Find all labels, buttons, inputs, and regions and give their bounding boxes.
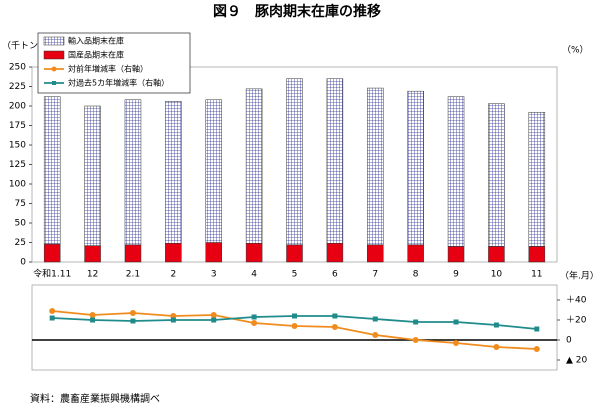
- bar-segment: [488, 103, 505, 247]
- legend-label: 対過去5カ年増減率（右軸）: [68, 78, 169, 88]
- y-tick-label: 125: [9, 160, 26, 170]
- marker: [291, 323, 298, 329]
- x-tick-label: 12: [87, 270, 98, 280]
- x-tick-label: 10: [491, 270, 503, 280]
- y-axis-label: （千トン）: [2, 41, 47, 52]
- y-tick-label: 75: [15, 199, 26, 209]
- marker: [292, 313, 297, 319]
- bar-segment: [205, 242, 222, 263]
- marker: [453, 340, 460, 346]
- bar-segment: [165, 101, 182, 244]
- bar-segment: [43, 96, 61, 245]
- bar-segment: [205, 99, 222, 243]
- marker: [332, 313, 338, 319]
- y2-axis-label: （%）: [562, 45, 589, 56]
- bar-segment: [447, 246, 465, 263]
- y-tick-label: 50: [15, 219, 27, 229]
- y-tick-label: 200: [9, 102, 26, 112]
- bar-segment: [286, 244, 303, 263]
- x-tick-label: 令和1.11: [33, 268, 71, 280]
- chart-title: 図９ 豚肉期末在庫の推移: [213, 3, 381, 20]
- bar-segment: [326, 78, 344, 244]
- y-tick-label: 175: [9, 121, 26, 131]
- bar-segment: [84, 105, 101, 246]
- legend-marker: [51, 66, 57, 72]
- y-tick-label: 25: [15, 238, 26, 248]
- y-tick-label: 0: [20, 258, 26, 268]
- bar-segment: [124, 244, 142, 263]
- marker: [49, 308, 56, 314]
- marker: [412, 337, 419, 343]
- marker: [90, 317, 96, 323]
- marker: [372, 316, 378, 322]
- marker: [534, 326, 540, 332]
- marker: [533, 346, 540, 352]
- marker: [210, 312, 217, 318]
- bar-segment: [407, 90, 424, 246]
- marker: [129, 310, 136, 316]
- bar-segment: [245, 88, 263, 244]
- x-tick-label: 3: [211, 270, 217, 280]
- bar-segment: [528, 111, 546, 247]
- bar-segment: [447, 96, 465, 247]
- marker: [493, 344, 500, 350]
- x-tick-label: 2: [170, 270, 176, 280]
- x-tick-label: 8: [413, 270, 419, 280]
- bar-segment: [367, 87, 384, 246]
- y2-tick-label: ▲ 20: [566, 356, 588, 366]
- source-note: 資料：農畜産業振興機構調べ: [30, 392, 160, 405]
- legend-label: 国産品期末在庫: [68, 50, 124, 60]
- x-tick-label: 5: [292, 270, 298, 280]
- x-tick-label: 11: [531, 270, 542, 280]
- marker: [413, 319, 419, 325]
- marker: [251, 320, 258, 326]
- bar-segment: [84, 245, 101, 263]
- x-tick-label: 4: [251, 270, 257, 280]
- x-tick-label: 9: [453, 270, 459, 280]
- marker: [130, 318, 136, 324]
- y2-tick-label: 0: [566, 336, 572, 346]
- legend-label: 輸入品期末在庫: [68, 36, 124, 46]
- marker: [251, 314, 257, 320]
- x-tick-label: 2.1: [126, 270, 140, 280]
- legend-label: 対前年増減率（右軸）: [68, 64, 148, 74]
- bar-segment: [124, 99, 142, 246]
- bar-segment: [165, 243, 182, 263]
- y2-tick-label: ＋40: [566, 295, 587, 306]
- bar-segment: [245, 243, 263, 263]
- marker: [49, 315, 55, 321]
- bar-segment: [488, 246, 505, 263]
- legend-swatch: [43, 36, 65, 46]
- marker: [211, 317, 217, 323]
- marker: [331, 324, 338, 330]
- marker: [372, 332, 379, 338]
- y-tick-label: 250: [9, 63, 26, 73]
- bar-segment: [43, 243, 61, 263]
- marker: [89, 312, 96, 318]
- bar-segment: [286, 78, 303, 246]
- x-tick-label: 6: [332, 270, 338, 280]
- marker: [453, 319, 459, 325]
- y-tick-label: 225: [9, 82, 26, 92]
- marker: [493, 322, 499, 328]
- x-axis-label: （年.月）: [560, 270, 595, 282]
- y2-tick-label: ＋20: [566, 315, 587, 326]
- bar-segment: [326, 243, 344, 263]
- bar-segment: [528, 246, 546, 263]
- x-tick-label: 7: [372, 270, 378, 280]
- bar-segment: [407, 244, 424, 263]
- bar-segment: [367, 244, 384, 263]
- legend-marker: [52, 81, 56, 85]
- legend-swatch: [43, 50, 65, 60]
- plot-frame-lower: [31, 284, 558, 371]
- marker: [170, 317, 176, 323]
- y-tick-label: 100: [9, 180, 26, 190]
- y-tick-label: 150: [9, 141, 26, 151]
